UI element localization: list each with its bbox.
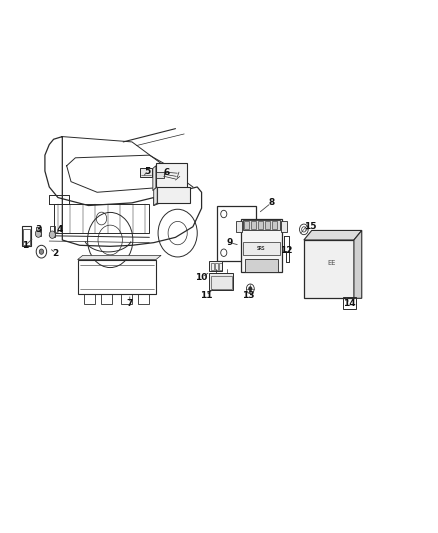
Bar [84, 294, 95, 304]
Text: 4: 4 [57, 225, 64, 234]
Bar [343, 297, 356, 309]
Circle shape [249, 287, 252, 291]
Bar [241, 219, 282, 272]
Bar [251, 221, 256, 229]
Bar [157, 187, 190, 203]
Bar [215, 263, 218, 270]
Bar [53, 204, 149, 233]
Polygon shape [304, 230, 362, 240]
Bar [23, 229, 30, 245]
Bar [244, 221, 250, 229]
Circle shape [49, 231, 55, 238]
Polygon shape [354, 230, 362, 298]
Text: 14: 14 [343, 299, 356, 308]
Bar [156, 163, 187, 188]
Text: 5: 5 [144, 166, 150, 175]
Bar [156, 172, 164, 179]
Bar [265, 221, 270, 229]
Bar [304, 240, 354, 298]
Polygon shape [153, 166, 156, 191]
Circle shape [35, 230, 42, 237]
Text: EE: EE [327, 260, 336, 266]
Bar [78, 260, 156, 294]
Bar [219, 263, 222, 270]
Text: 10: 10 [195, 272, 208, 281]
Text: 9: 9 [227, 238, 233, 247]
Bar [121, 294, 132, 304]
Bar [236, 221, 242, 232]
Bar [209, 261, 223, 271]
Bar [217, 206, 256, 261]
Bar [102, 294, 113, 304]
Polygon shape [78, 255, 161, 260]
Text: 8: 8 [268, 198, 274, 207]
Text: 12: 12 [280, 246, 293, 255]
Bar [245, 259, 278, 272]
Text: 13: 13 [242, 291, 255, 300]
Bar [258, 221, 263, 229]
Polygon shape [154, 187, 157, 206]
Bar [22, 226, 32, 246]
Text: 7: 7 [127, 299, 133, 308]
Text: 11: 11 [200, 291, 212, 300]
Text: 15: 15 [304, 222, 317, 231]
Text: 3: 3 [35, 225, 42, 234]
Text: 6: 6 [164, 167, 170, 176]
Bar [211, 276, 232, 289]
Bar [140, 168, 152, 177]
Bar [243, 241, 280, 255]
Bar [243, 220, 280, 230]
Bar [209, 273, 233, 290]
Bar [211, 263, 214, 270]
Text: 1: 1 [22, 241, 28, 250]
Bar [281, 221, 287, 232]
Text: 2: 2 [53, 249, 59, 258]
Bar [50, 226, 55, 237]
Bar [138, 294, 149, 304]
Bar [36, 227, 41, 236]
Bar [272, 221, 277, 229]
Text: SRS: SRS [257, 246, 266, 251]
Circle shape [39, 249, 44, 254]
